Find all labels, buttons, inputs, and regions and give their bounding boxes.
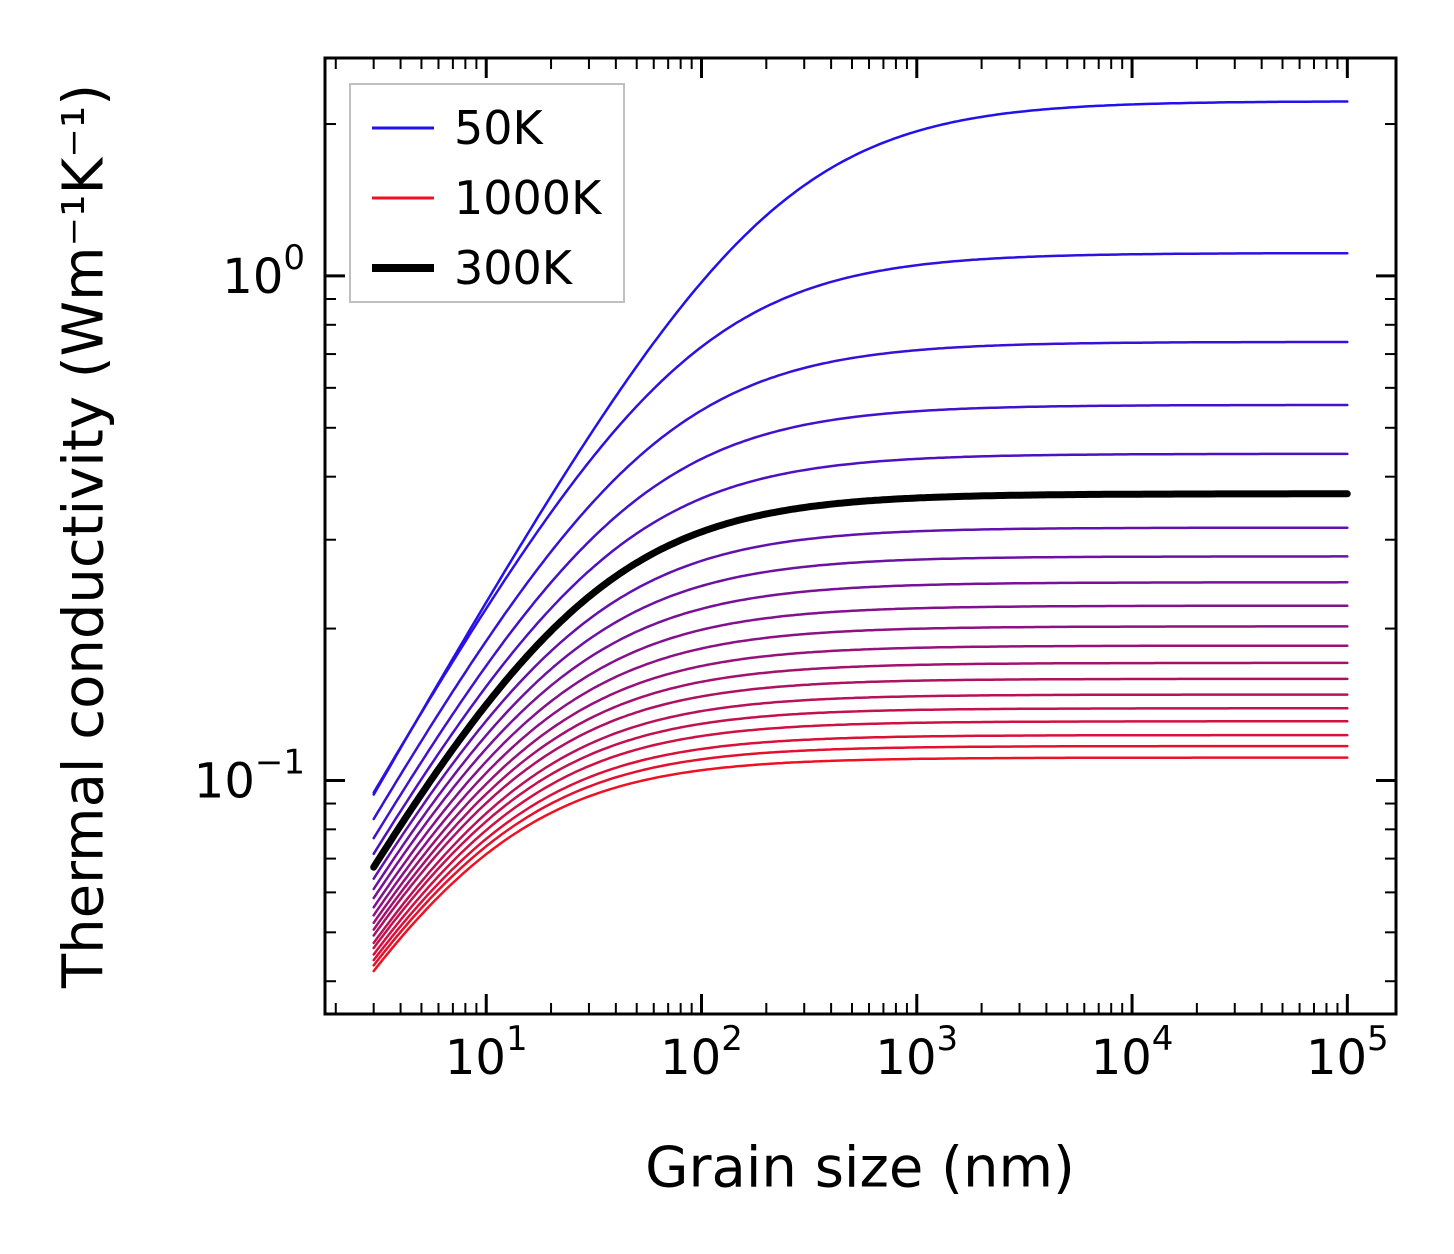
legend: 50K 1000K 300K [349, 83, 625, 303]
x-axis-label: Grain size (nm) [645, 1135, 1075, 1201]
series-line-950K [372, 744, 1349, 967]
legend-label-300K: 300K [454, 241, 574, 295]
series-line-200K [372, 403, 1349, 840]
series-line-50K [372, 100, 1349, 796]
series-line-150K [372, 340, 1349, 821]
x-tick-label-1e5: 105 [1306, 1019, 1389, 1086]
series-line-350K [372, 526, 1349, 880]
series-line-700K [372, 677, 1349, 937]
series-line-300K [370, 490, 1351, 871]
series-line-1000K [372, 756, 1349, 973]
series-lines [370, 100, 1351, 973]
axis-ticks [325, 58, 1396, 1014]
x-tick-label-1e4: 104 [1091, 1019, 1174, 1086]
series-line-400K [372, 555, 1349, 891]
x-tick-label-1e3: 103 [875, 1019, 958, 1086]
series-line-600K [372, 644, 1349, 925]
series-line-550K [372, 625, 1349, 917]
plot-border [323, 56, 1398, 1016]
x-tick-label-1e1: 101 [445, 1019, 528, 1086]
series-line-850K [372, 720, 1349, 956]
series-line-650K [372, 661, 1349, 931]
tick-labels: 101 102 103 104 105 10−1 100 [194, 238, 1389, 1086]
series-line-900K [372, 733, 1349, 962]
y-tick-label-1e0: 100 [222, 238, 305, 305]
legend-label-50K: 50K [454, 101, 545, 155]
series-line-250K [372, 452, 1349, 856]
legend-label-1000K: 1000K [454, 171, 603, 225]
y-tick-label-1e-1: 10−1 [194, 742, 305, 809]
series-line-500K [372, 604, 1349, 909]
series-line-450K [372, 581, 1349, 900]
y-axis-label: Thermal conductivity (Wm⁻¹K⁻¹) [51, 83, 117, 989]
series-line-800K [372, 707, 1349, 950]
x-tick-label-1e2: 102 [660, 1019, 743, 1086]
series-line-100K [372, 251, 1349, 794]
series-line-750K [372, 693, 1349, 945]
